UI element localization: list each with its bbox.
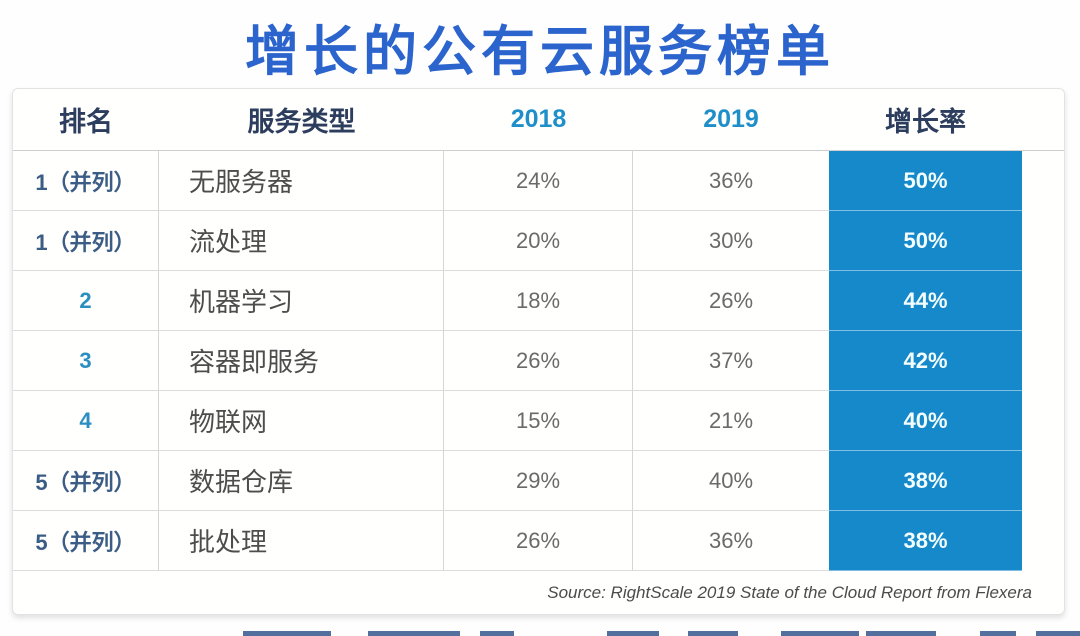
service-cell: 容器即服务: [159, 331, 444, 391]
table-header-row: 排名 服务类型 2018 2019 增长率: [13, 89, 1064, 150]
rank-cell: 4: [13, 391, 159, 451]
growth-cell: 50%: [829, 151, 1022, 211]
value-2018: 15%: [444, 391, 633, 451]
page-title: 增长的公有云服务榜单: [245, 21, 835, 82]
header-rank: 排名: [59, 107, 113, 137]
table-row: 4 物联网 15% 21% 40%: [13, 391, 1064, 451]
rank-cell: 5（并列）: [13, 511, 159, 571]
service-cell: 无服务器: [159, 151, 444, 211]
table-row: 2 机器学习 18% 26% 44%: [13, 271, 1064, 331]
rank-cell: 1（并列）: [13, 151, 159, 211]
gutter-cell: [1022, 391, 1064, 451]
header-gutter: [1022, 90, 1064, 150]
gutter-cell: [1022, 451, 1064, 511]
value-2018: 29%: [444, 451, 633, 511]
source-row: Source: RightScale 2019 State of the Clo…: [13, 571, 1064, 614]
header-2019: 2019: [703, 105, 759, 133]
table-row: 5（并列） 批处理 26% 36% 38%: [13, 511, 1064, 571]
value-2019: 37%: [633, 331, 829, 391]
value-2019: 21%: [633, 391, 829, 451]
rank-cell: 5（并列）: [13, 451, 159, 511]
gutter-cell: [1022, 331, 1064, 391]
table-body: 1（并列） 无服务器 24% 36% 50% 1（并列） 流处理 20% 30%…: [13, 150, 1064, 571]
gutter-cell: [1022, 511, 1064, 571]
growth-cell: 38%: [829, 511, 1022, 571]
rank-cell: 2: [13, 271, 159, 331]
value-2019: 26%: [633, 271, 829, 331]
value-2018: 18%: [444, 271, 633, 331]
service-cell: 物联网: [159, 391, 444, 451]
service-cell: 数据仓库: [159, 451, 444, 511]
header-2018: 2018: [510, 105, 567, 133]
value-2018: 26%: [444, 331, 633, 391]
service-cell: 机器学习: [159, 271, 444, 331]
value-2018: 24%: [444, 151, 633, 211]
gutter-cell: [1022, 211, 1064, 271]
value-2019: 40%: [633, 451, 829, 511]
header-service: 服务类型: [247, 107, 356, 137]
service-cell: 流处理: [159, 211, 444, 271]
table-row: 3 容器即服务 26% 37% 42%: [13, 331, 1064, 391]
table-row: 1（并列） 无服务器 24% 36% 50%: [13, 151, 1064, 211]
value-2019: 36%: [633, 151, 829, 211]
header-growth: 增长率: [885, 107, 966, 137]
value-2018: 26%: [444, 511, 633, 571]
value-2018: 20%: [444, 211, 633, 271]
growth-cell: 42%: [829, 331, 1022, 391]
service-cell: 批处理: [159, 511, 444, 571]
growth-cell: 38%: [829, 451, 1022, 511]
value-2019: 36%: [633, 511, 829, 571]
source-attribution: Source: RightScale 2019 State of the Clo…: [547, 583, 1032, 602]
gutter-cell: [1022, 271, 1064, 331]
growth-cell: 50%: [829, 211, 1022, 271]
table-row: 5（并列） 数据仓库 29% 40% 38%: [13, 451, 1064, 511]
rank-cell: 1（并列）: [13, 211, 159, 271]
ranking-table: 排名 服务类型 2018 2019 增长率 1（并列） 无服务器 24% 36%…: [12, 88, 1065, 615]
growth-cell: 44%: [829, 271, 1022, 331]
cutoff-content-fragment: [0, 630, 1080, 636]
growth-cell: 40%: [829, 391, 1022, 451]
gutter-cell: [1022, 151, 1064, 211]
table-row: 1（并列） 流处理 20% 30% 50%: [13, 211, 1064, 271]
rank-cell: 3: [13, 331, 159, 391]
value-2019: 30%: [633, 211, 829, 271]
